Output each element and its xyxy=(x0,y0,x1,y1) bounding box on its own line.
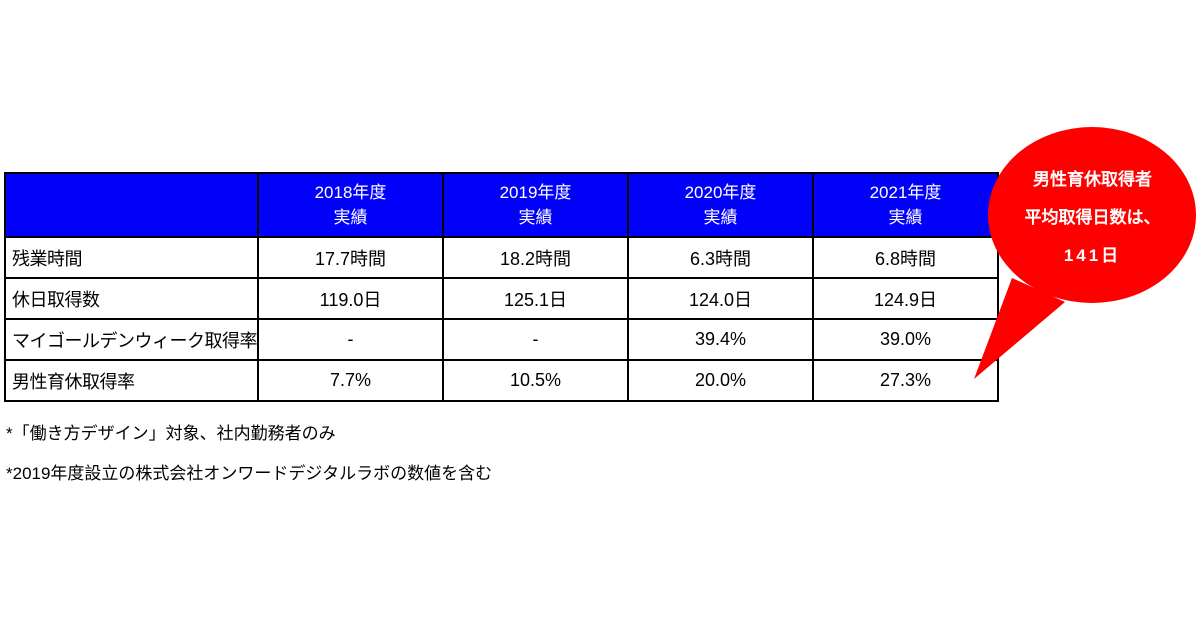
callout-line: 男性育休取得者 xyxy=(1033,170,1152,189)
footnote-1: *「働き方デザイン」対象、社内勤務者のみ xyxy=(6,424,336,443)
table-cell: 17.7時間 xyxy=(257,236,444,279)
column-sub-label: 実績 xyxy=(888,208,923,227)
row-label: 男性育休取得率 xyxy=(4,359,259,402)
row-label: マイゴールデンウィーク取得率 xyxy=(4,318,259,361)
header-row: 2018年度 実績 2019年度 実績 2020年度 実績 2021年度 実績 xyxy=(4,172,999,238)
table-cell: 124.9日 xyxy=(812,277,999,320)
table-cell: 6.8時間 xyxy=(812,236,999,279)
column-sub-label: 実績 xyxy=(703,208,738,227)
column-header-2020: 2020年度 実績 xyxy=(627,172,814,238)
table-row-paternity-leave: 男性育休取得率 7.7% 10.5% 20.0% 27.3% xyxy=(4,359,999,402)
column-year-label: 2020年度 xyxy=(684,183,757,202)
table-corner-cell xyxy=(4,172,259,238)
table-cell: 18.2時間 xyxy=(442,236,629,279)
footnote-2: *2019年度設立の株式会社オンワードデジタルラボの数値を含む xyxy=(6,464,493,483)
callout-line: 141日 xyxy=(1063,246,1122,265)
speech-bubble-ellipse xyxy=(988,127,1196,303)
table-cell: - xyxy=(257,318,444,361)
table-row-overtime: 残業時間 17.7時間 18.2時間 6.3時間 6.8時間 xyxy=(4,236,999,279)
column-year-label: 2021年度 xyxy=(869,183,942,202)
table-row-golden-week: マイゴールデンウィーク取得率 - - 39.4% 39.0% xyxy=(4,318,999,361)
column-header-2021: 2021年度 実績 xyxy=(812,172,999,238)
results-table: 2018年度 実績 2019年度 実績 2020年度 実績 2021年度 実績 … xyxy=(4,172,999,402)
column-year-label: 2019年度 xyxy=(499,183,572,202)
table-cell: 27.3% xyxy=(812,359,999,402)
callout-line: 平均取得日数は、 xyxy=(1024,208,1161,227)
column-sub-label: 実績 xyxy=(518,208,553,227)
table-row-holidays: 休日取得数 119.0日 125.1日 124.0日 124.9日 xyxy=(4,277,999,320)
column-sub-label: 実績 xyxy=(333,208,368,227)
table-cell: 39.4% xyxy=(627,318,814,361)
column-year-label: 2018年度 xyxy=(314,183,387,202)
row-label: 残業時間 xyxy=(4,236,259,279)
column-header-2019: 2019年度 実績 xyxy=(442,172,629,238)
table-cell: 7.7% xyxy=(257,359,444,402)
speech-bubble-text: 男性育休取得者 平均取得日数は、 141日 xyxy=(990,161,1195,275)
table-cell: 6.3時間 xyxy=(627,236,814,279)
row-label: 休日取得数 xyxy=(4,277,259,320)
speech-bubble-shape xyxy=(974,127,1196,379)
table-cell: 39.0% xyxy=(812,318,999,361)
speech-bubble-tail xyxy=(974,278,1065,379)
table-cell: - xyxy=(442,318,629,361)
table-cell: 20.0% xyxy=(627,359,814,402)
table-cell: 10.5% xyxy=(442,359,629,402)
table-cell: 119.0日 xyxy=(257,277,444,320)
table-cell: 124.0日 xyxy=(627,277,814,320)
table-cell: 125.1日 xyxy=(442,277,629,320)
column-header-2018: 2018年度 実績 xyxy=(257,172,444,238)
